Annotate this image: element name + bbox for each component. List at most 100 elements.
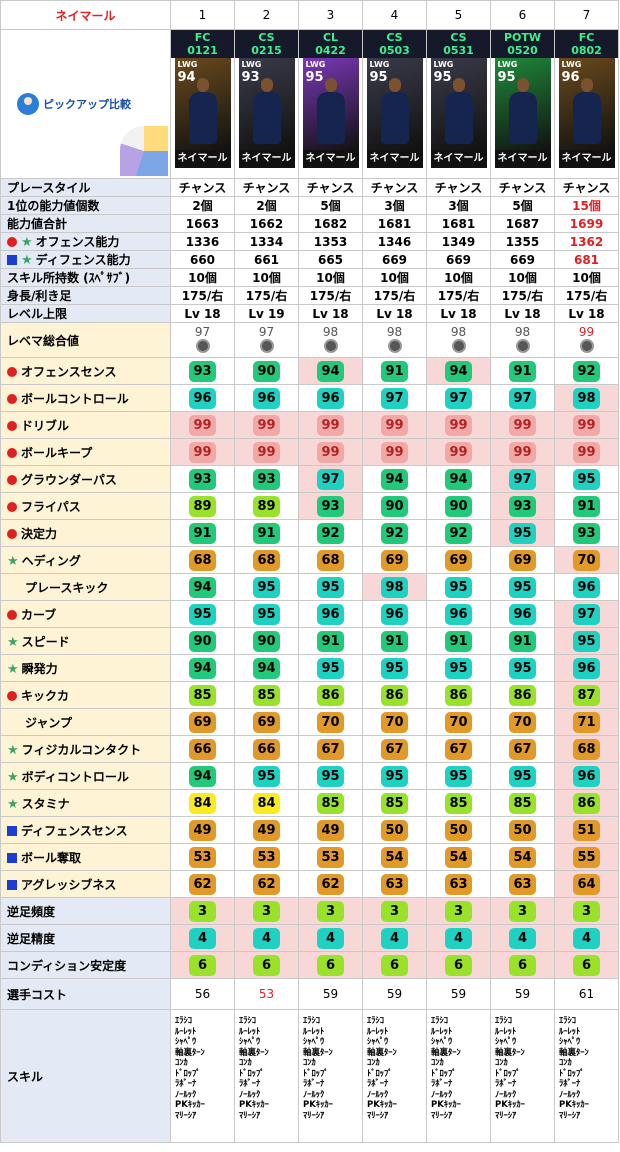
info-value: 1682 bbox=[298, 214, 363, 233]
stat-value-cell: 97 bbox=[426, 384, 491, 412]
skill-name: ﾗﾎﾞｰﾅ bbox=[495, 1079, 517, 1089]
stat-label-text: ドリブル bbox=[21, 418, 70, 433]
stat-badge: 99 bbox=[317, 441, 344, 463]
player-body-shape bbox=[316, 92, 345, 144]
stat-badge: 55 bbox=[573, 846, 600, 868]
info-value: 661 bbox=[234, 250, 299, 269]
stat-badge: 84 bbox=[253, 792, 280, 814]
card-edition-tag: CS 0503 bbox=[363, 30, 426, 58]
green-star-icon: ★ bbox=[7, 769, 19, 785]
stat-value-cell: 54 bbox=[490, 843, 555, 871]
overall-value: 97 bbox=[194, 325, 211, 339]
skill-name: ﾉｰﾙｯｸ bbox=[175, 1089, 197, 1100]
stat-row: オフェンスセンス 93 90 94 91 94 91 92 bbox=[0, 357, 619, 385]
skill-name: ｴﾗｼｺ bbox=[559, 1016, 577, 1026]
info-label-text: 能力値合計 bbox=[7, 217, 68, 231]
stat-value-cell: 70 bbox=[426, 708, 491, 736]
stat-badge: 95 bbox=[381, 765, 408, 787]
skill-name: ﾉｰﾙｯｸ bbox=[559, 1089, 581, 1100]
stat-value-cell: 99 bbox=[362, 438, 427, 466]
stat-badge: 67 bbox=[445, 738, 472, 760]
pie-chart-icon bbox=[120, 126, 168, 176]
stat-row: ジャンプ 69 69 70 70 70 70 71 bbox=[0, 708, 619, 736]
info-value: チャンス bbox=[554, 178, 619, 197]
stat-badge: 54 bbox=[445, 846, 472, 868]
player-card-cell[interactable]: CS 0503 LWG 95 ネイマール bbox=[362, 29, 427, 179]
info-value: 1663 bbox=[170, 214, 235, 233]
stat-badge: 70 bbox=[381, 711, 408, 733]
card-rating: 94 bbox=[177, 70, 196, 85]
player-card-cell[interactable]: FC 0121 LWG 94 ネイマール bbox=[170, 29, 235, 179]
stat-badge: 6 bbox=[189, 954, 216, 976]
skill-name: ﾙｰﾚｯﾄ bbox=[559, 1026, 581, 1037]
card-position: LWG bbox=[241, 60, 262, 69]
cost-value: 59 bbox=[298, 978, 363, 1010]
card-rating: 95 bbox=[305, 70, 324, 85]
stat-value-cell: 99 bbox=[426, 411, 491, 439]
stat-label: 逆足精度 bbox=[0, 924, 171, 952]
stat-value-cell: 71 bbox=[554, 708, 619, 736]
overall-value-cell: 97 bbox=[170, 322, 235, 358]
stat-value-cell: 99 bbox=[554, 411, 619, 439]
overall-value-cell: 98 bbox=[490, 322, 555, 358]
stat-badge: 69 bbox=[509, 549, 536, 571]
skill-name: ｼｬﾍﾟｳ bbox=[431, 1037, 453, 1047]
stat-value-cell: 95 bbox=[362, 654, 427, 682]
misc-row: 逆足精度 4 4 4 4 4 4 4 bbox=[0, 924, 619, 952]
stat-badge: 95 bbox=[253, 603, 280, 625]
player-card-cell[interactable]: FC 0802 LWG 96 ネイマール bbox=[554, 29, 619, 179]
stat-value-cell: 96 bbox=[234, 384, 299, 412]
skill-name: PKｷｯｶｰ bbox=[175, 1100, 205, 1110]
stat-badge: 96 bbox=[381, 603, 408, 625]
stat-badge: 94 bbox=[317, 360, 344, 382]
stat-badge: 63 bbox=[381, 873, 408, 895]
info-value: 1687 bbox=[490, 214, 555, 233]
stat-badge: 93 bbox=[573, 522, 600, 544]
skill-name: ﾗﾎﾞｰﾅ bbox=[239, 1079, 261, 1089]
stat-badge: 54 bbox=[381, 846, 408, 868]
stat-label-text: キックカ bbox=[21, 688, 70, 703]
cost-value: 59 bbox=[362, 978, 427, 1010]
overall-value: 98 bbox=[386, 325, 403, 339]
player-card-cell[interactable]: POTW 0520 LWG 95 ネイマール bbox=[490, 29, 555, 179]
stat-badge: 91 bbox=[317, 630, 344, 652]
stat-value-cell: 99 bbox=[298, 438, 363, 466]
info-value: 669 bbox=[362, 250, 427, 269]
card-row: ピックアップ比較 FC 0121 LWG 94 ネイマール CS 0215 LWG 93 ネイマール… bbox=[0, 29, 619, 179]
stat-badge: 91 bbox=[381, 630, 408, 652]
stat-badge: 90 bbox=[445, 495, 472, 517]
stat-value-cell: 6 bbox=[298, 951, 363, 979]
stat-label: ボールキープ bbox=[0, 438, 171, 466]
stat-value-cell: 96 bbox=[490, 600, 555, 628]
player-card-cell[interactable]: CS 0215 LWG 93 ネイマール bbox=[234, 29, 299, 179]
stat-badge: 95 bbox=[317, 657, 344, 679]
info-value: 10個 bbox=[426, 268, 491, 287]
skill-name: PKｷｯｶｰ bbox=[367, 1100, 397, 1110]
stat-badge: 96 bbox=[253, 387, 280, 409]
stat-label: ジャンプ bbox=[0, 708, 171, 736]
card-date: 0531 bbox=[443, 44, 474, 57]
stat-badge: 96 bbox=[317, 603, 344, 625]
stat-value-cell: 69 bbox=[362, 546, 427, 574]
stat-value-cell: 4 bbox=[170, 924, 235, 952]
stat-label: カーブ bbox=[0, 600, 171, 628]
info-label-text: スキル所持数 (ｽﾍﾟｻﾌﾞ) bbox=[7, 271, 131, 285]
card-rating: 96 bbox=[561, 70, 580, 85]
info-value: 175/右 bbox=[490, 286, 555, 305]
stat-label-text: ボール奪取 bbox=[21, 850, 82, 865]
stat-value-cell: 94 bbox=[170, 654, 235, 682]
stat-value-cell: 95 bbox=[490, 519, 555, 547]
stat-label-text: ジャンプ bbox=[25, 715, 73, 730]
stat-badge: 93 bbox=[509, 495, 536, 517]
stat-value-cell: 93 bbox=[170, 465, 235, 493]
player-head-shape bbox=[260, 78, 273, 92]
stat-badge: 95 bbox=[509, 522, 536, 544]
stat-badge: 53 bbox=[189, 846, 216, 868]
column-number: 3 bbox=[298, 0, 363, 30]
pickup-compare-link[interactable]: ピックアップ比較 bbox=[2, 93, 170, 115]
stat-value-cell: 6 bbox=[554, 951, 619, 979]
skill-name: PKｷｯｶｰ bbox=[303, 1100, 333, 1110]
player-card-cell[interactable]: CS 0531 LWG 95 ネイマール bbox=[426, 29, 491, 179]
stat-badge: 97 bbox=[509, 387, 536, 409]
player-card-cell[interactable]: CL 0422 LWG 95 ネイマール bbox=[298, 29, 363, 179]
